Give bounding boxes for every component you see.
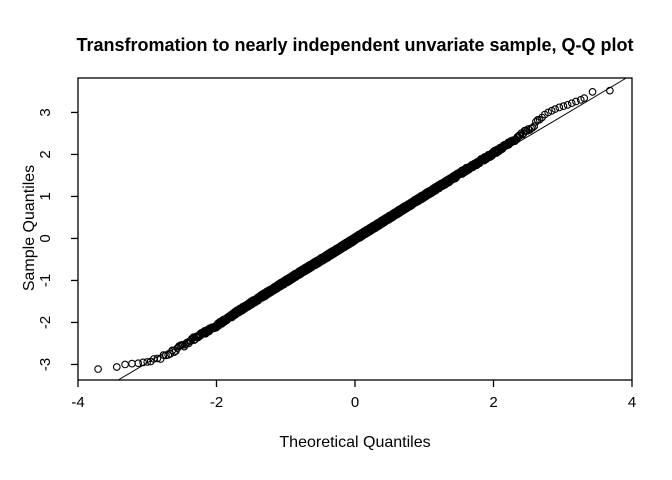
qq-point — [551, 105, 559, 113]
reference-line — [118, 77, 627, 381]
y-tick-label: -2 — [37, 316, 54, 329]
qq-point — [532, 117, 540, 126]
qq-point — [530, 122, 539, 131]
qq-point — [555, 103, 564, 112]
y-tick-label: -3 — [37, 358, 54, 371]
y-tick-label: 2 — [37, 150, 54, 158]
qq-point — [112, 363, 121, 371]
x-tick-label: 2 — [489, 394, 497, 411]
plot-box — [77, 77, 633, 381]
x-tick-label: 0 — [351, 394, 359, 411]
y-tick-label: -1 — [37, 274, 54, 287]
qq-point — [134, 359, 143, 368]
y-tick-label: 3 — [37, 108, 54, 116]
qq-point — [588, 88, 597, 96]
data-points — [94, 86, 614, 373]
qq-point — [572, 97, 580, 106]
x-tick-label: -2 — [210, 394, 223, 411]
y-axis-ticks: 3 2 1 0 -1 -2 -3 — [37, 108, 78, 371]
y-axis-label: Sample Quantiles — [21, 165, 38, 291]
plot-title: Transfromation to nearly independent unv… — [76, 35, 633, 55]
qq-point — [121, 360, 129, 369]
qq-point — [580, 94, 589, 103]
x-tick-label: -4 — [71, 394, 84, 411]
qq-point — [143, 358, 152, 366]
qq-point — [567, 99, 576, 108]
qq-point — [528, 123, 537, 132]
x-tick-label: 4 — [628, 394, 636, 411]
x-axis-ticks: -4 -2 0 2 4 — [71, 380, 636, 411]
x-axis-label: Theoretical Quantiles — [279, 434, 430, 451]
qq-point — [535, 115, 544, 124]
y-tick-label: 1 — [37, 192, 54, 200]
qq-point — [559, 102, 568, 110]
qq-point — [563, 101, 572, 109]
qq-point — [128, 359, 136, 368]
qq-point — [146, 357, 155, 366]
qq-point — [94, 365, 102, 373]
y-tick-label: 0 — [37, 234, 54, 242]
